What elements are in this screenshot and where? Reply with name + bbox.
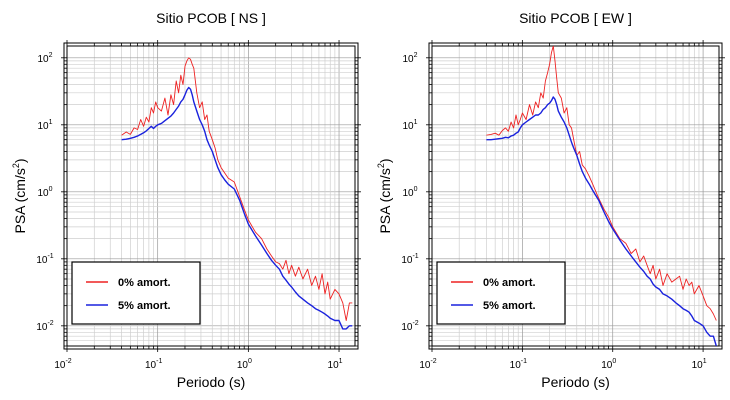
x-tick-label: 100 [237,358,252,371]
plot-frame [431,45,720,347]
legend-label-0pct: 0% amort. [118,277,171,289]
tick-marks [426,40,725,352]
legend-label-5pct: 5% amort. [483,300,536,312]
series-line-5pct [121,86,353,330]
x-tick-label: 100 [601,358,616,371]
series-line-0pct [486,46,717,321]
x-tick-label: 101 [328,358,343,371]
legend: 0% amort. 5% amort. [436,261,566,325]
y-tick-label: 101 [402,119,417,132]
plot-frame [66,45,356,347]
y-tick-label: 100 [402,186,417,199]
legend: 0% amort. 5% amort. [71,261,201,325]
y-tick-label: 102 [37,52,52,65]
y-tick-label: 10-2 [401,320,418,333]
x-axis-label: Periodo (s) [177,374,245,390]
legend-box [71,261,201,325]
chart-title: Sitio PCOB [ NS ] [156,10,266,26]
y-tick-label: 10-1 [401,253,418,266]
plot-frame-outer [428,42,723,350]
x-tick-label: 10-1 [510,358,527,371]
y-tick-label: 102 [402,52,417,65]
y-tick-label: 10-1 [36,253,53,266]
legend-label-5pct: 5% amort. [118,300,171,312]
chart-panel-ns: 10-2 10-1 100 101 10-2 10-1 100 101 102 Sitio PCO… [11,10,361,390]
plot-frame-outer [63,42,359,350]
y-tick-label: 10-2 [36,320,53,333]
y-tick-label: 101 [37,119,52,132]
legend-label-0pct: 0% amort. [483,277,536,289]
x-tick-label: 10-2 [419,358,436,371]
y-axis-label: PSA (cm/s2) [376,158,393,233]
y-axis-label: PSA (cm/s2) [11,158,28,233]
y-tick-label: 100 [37,186,52,199]
series-line-5pct [486,96,717,346]
x-tick-label: 101 [692,358,707,371]
x-axis-label: Periodo (s) [541,374,609,390]
chart-panel-ew: 10-2 10-1 100 101 10-2 10-1 100 101 102 Sitio PCO… [376,10,725,390]
tick-marks [61,40,361,352]
x-tick-label: 10-1 [145,358,162,371]
series-line-0pct [121,57,353,321]
chart-title: Sitio PCOB [ EW ] [519,10,632,26]
legend-box [436,261,566,325]
x-tick-label: 10-2 [54,358,71,371]
